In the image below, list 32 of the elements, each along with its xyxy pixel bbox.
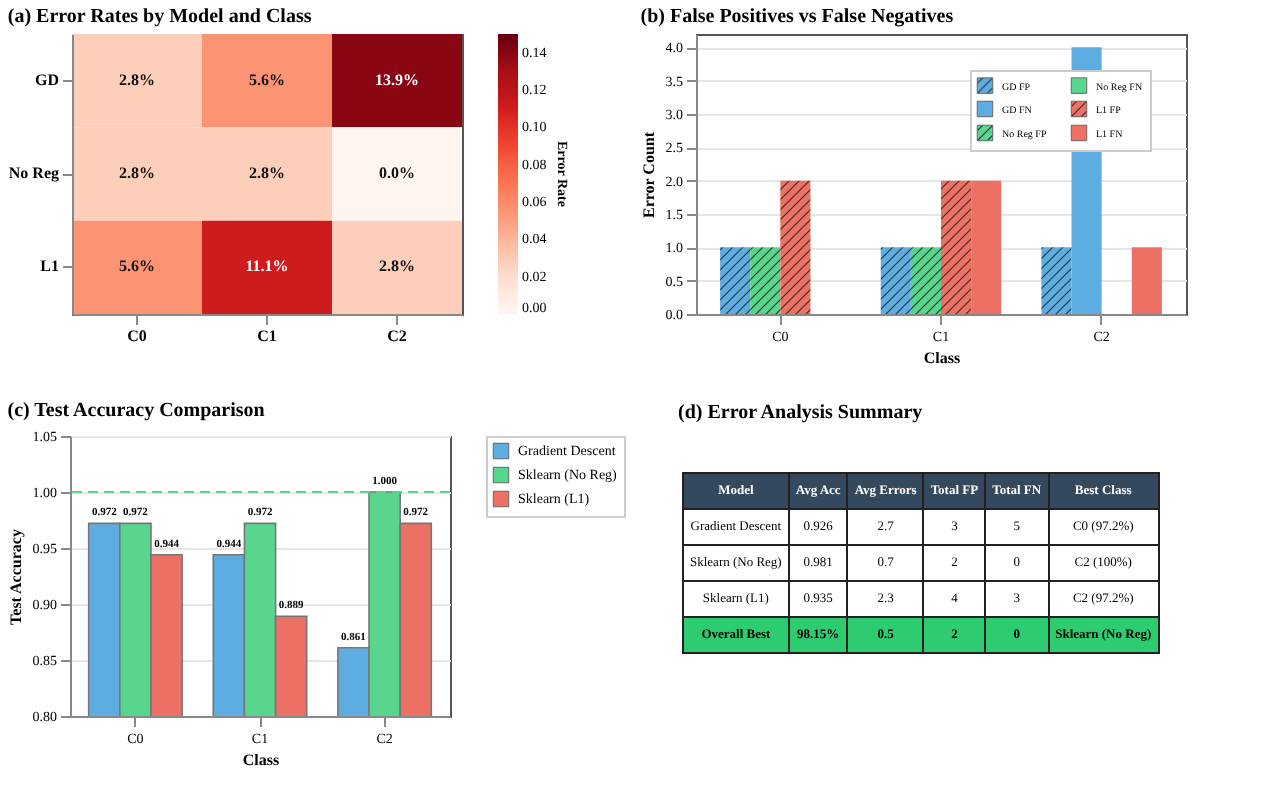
data-label: 13.9% xyxy=(375,70,419,89)
data-label: 2.8% xyxy=(119,70,155,89)
x-tick-label: C1 xyxy=(257,327,277,345)
bar xyxy=(1041,247,1072,314)
data-label: 0.0% xyxy=(379,164,415,182)
y-tick-label: L1 xyxy=(40,257,59,276)
chart-title: (a) Error Rates by Model and Class xyxy=(7,6,312,28)
y-tick-label: GD xyxy=(35,70,60,89)
data-label: 11.1% xyxy=(245,257,289,276)
x-axis-title: Class xyxy=(923,349,961,367)
x-axis-title: Class xyxy=(242,751,280,769)
bar xyxy=(880,247,911,314)
data-label: 2.8% xyxy=(379,257,415,276)
bar xyxy=(971,180,1002,314)
y-axis-title: Test Accuracy xyxy=(6,529,25,625)
bar xyxy=(941,180,972,314)
data-label: 5.6% xyxy=(249,70,285,89)
bar xyxy=(910,247,941,314)
y-axis-title: Error Count xyxy=(639,131,658,219)
text: (d) Error Analysis Summary xyxy=(678,402,925,424)
bar xyxy=(1131,247,1162,314)
data-label: 2.8% xyxy=(119,164,155,182)
x-tick-label: C2 xyxy=(387,327,407,345)
x-tick-label: C0 xyxy=(127,327,147,345)
data-label: 2.8% xyxy=(249,164,285,182)
data-label: 5.6% xyxy=(119,257,155,276)
chart-title: (b) False Positives vs False Negatives xyxy=(640,6,954,28)
bar xyxy=(750,247,781,314)
bar xyxy=(780,180,811,314)
bar xyxy=(720,247,751,314)
chart-title: (c) Test Accuracy Comparison xyxy=(7,400,266,422)
y-tick-label: No Reg xyxy=(8,164,59,182)
